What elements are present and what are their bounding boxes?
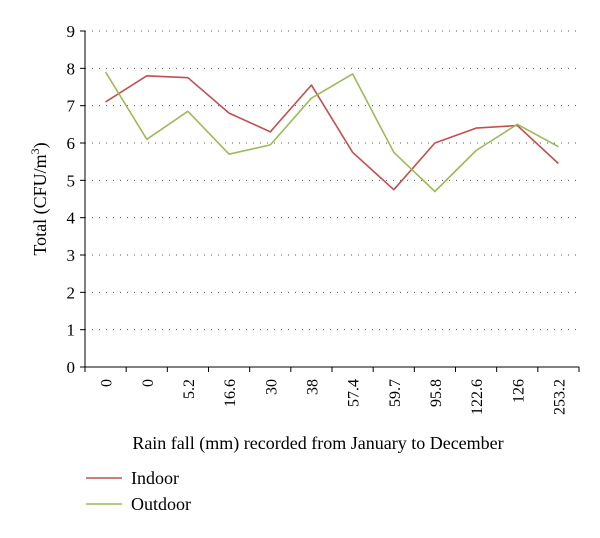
x-tick-label: 253.2 (551, 379, 568, 415)
x-tick-label: 5.2 (181, 379, 198, 399)
x-tick-label: 57.4 (346, 379, 363, 407)
y-tick-label: 7 (67, 97, 76, 116)
y-tick-label: 8 (67, 59, 76, 78)
x-tick-label: 126 (510, 379, 527, 403)
x-tick-label: 95.8 (428, 379, 445, 407)
y-tick-label: 5 (67, 171, 76, 190)
y-tick-label: 9 (67, 22, 76, 41)
y-tick-label: 4 (67, 209, 76, 228)
x-axis-title: Rain fall (mm) recorded from January to … (132, 433, 503, 454)
y-tick-labels: 0 1 2 3 4 5 6 7 8 9 (67, 22, 76, 377)
y-tick-label: 6 (67, 134, 76, 153)
x-tick-label: 0 (140, 379, 157, 387)
legend-label-outdoor: Outdoor (131, 494, 191, 514)
legend-label-indoor: Indoor (131, 468, 179, 488)
y-tick-label: 0 (67, 358, 76, 377)
axes (80, 30, 580, 372)
y-tick-label: 3 (67, 246, 76, 265)
series-line-indoor (105, 75, 559, 191)
x-tick-label: 38 (304, 379, 321, 395)
series-lines (104, 71, 559, 193)
x-tick-label: 30 (263, 379, 280, 395)
x-tick-label: 0 (99, 379, 116, 387)
y-tick-label: 2 (67, 283, 76, 302)
x-tick-labels: 0 0 5.2 16.6 30 38 57.4 59.7 95.8 122.6 126 253.2 (99, 379, 569, 415)
y-tick-label: 1 (67, 321, 76, 340)
x-tick-label: 59.7 (387, 379, 404, 407)
series-line-outdoor (104, 71, 559, 193)
y-axis-title: Total (CFU/m3) (28, 142, 51, 255)
legend: Indoor Outdoor (86, 468, 191, 514)
x-tick-label: 16.6 (222, 379, 239, 407)
x-tick-label: 122.6 (469, 379, 486, 415)
